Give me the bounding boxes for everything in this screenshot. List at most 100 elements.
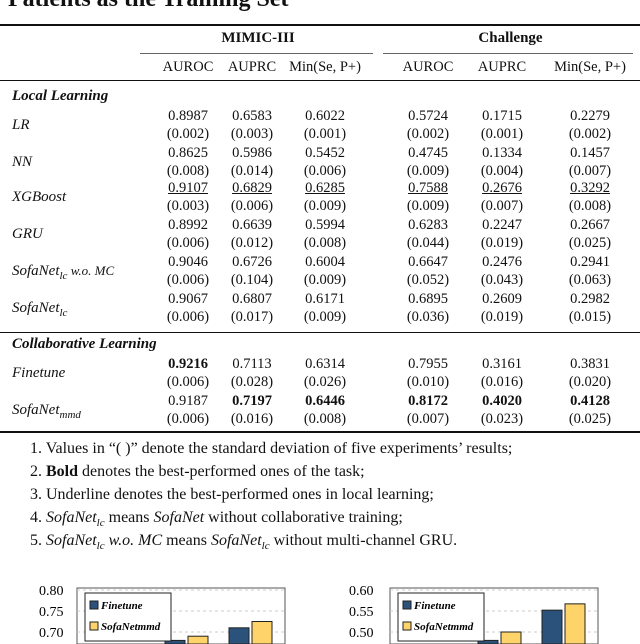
method-subscript: mmd: [59, 409, 81, 421]
mean-value: 0.6807: [232, 291, 272, 307]
mean-value: 0.5724: [408, 108, 448, 124]
section-label: Collaborative Learning: [12, 336, 157, 352]
metric-header: Min(Se, P+): [289, 59, 361, 75]
std-value: (0.025): [568, 411, 612, 427]
bar-finetune: [228, 627, 250, 644]
mean-value: 0.3292: [570, 180, 610, 196]
std-value: (0.014): [230, 163, 274, 179]
mean-value: 0.6446: [305, 393, 345, 409]
mean-value: 0.6314: [305, 356, 345, 372]
metric-header: Min(Se, P+): [554, 59, 626, 75]
mean-value: 0.7588: [408, 180, 448, 196]
legend: [84, 592, 172, 642]
mean-value: 0.9187: [168, 393, 208, 409]
mean-value: 0.2941: [570, 254, 610, 270]
std-value: (0.007): [480, 198, 524, 214]
std-value: (0.043): [480, 272, 524, 288]
std-value: (0.104): [230, 272, 274, 288]
mean-value: 0.4020: [482, 393, 522, 409]
legend-label: SofaNetmmd: [414, 621, 474, 633]
y-tick-label: 0.80: [39, 584, 64, 599]
row-label: SofaNetmmd: [12, 402, 81, 421]
method-subscript: lc: [59, 270, 68, 282]
mean-value: 0.2476: [482, 254, 522, 270]
y-tick-label: 0.75: [39, 605, 64, 620]
mean-value: 0.2982: [570, 291, 610, 307]
method-subscript: lc: [59, 307, 68, 319]
row-label: NN: [12, 154, 32, 171]
mean-value: 0.9067: [168, 291, 208, 307]
mean-value: 0.8987: [168, 108, 208, 124]
mean-value: 0.8992: [168, 217, 208, 233]
mean-value: 0.2609: [482, 291, 522, 307]
mean-value: 0.5986: [232, 145, 272, 161]
std-value: (0.001): [480, 126, 524, 142]
std-value: (0.007): [568, 163, 612, 179]
mean-value: 0.9046: [168, 254, 208, 270]
std-value: (0.006): [166, 235, 210, 251]
y-tick-label: 0.60: [349, 584, 374, 599]
std-value: (0.003): [166, 198, 210, 214]
std-value: (0.008): [303, 411, 347, 427]
metric-header: AUPRC: [227, 59, 277, 75]
std-value: (0.028): [230, 374, 274, 390]
std-value: (0.009): [406, 198, 450, 214]
std-value: (0.063): [568, 272, 612, 288]
mean-value: 0.6004: [305, 254, 345, 270]
bar-finetune: [477, 639, 499, 644]
std-value: (0.012): [230, 235, 274, 251]
mean-value: 0.6895: [408, 291, 448, 307]
bar-finetune: [541, 609, 563, 644]
mean-value: 0.2676: [482, 180, 522, 196]
std-value: (0.025): [568, 235, 612, 251]
mean-value: 0.6639: [232, 217, 272, 233]
legend-swatch: [402, 600, 412, 610]
method-name: LR: [12, 117, 30, 133]
group-rule: [383, 53, 633, 54]
std-value: (0.019): [480, 309, 524, 325]
row-label: Finetune: [12, 365, 65, 382]
table-title: Patients as the Training Set: [8, 0, 288, 13]
y-tick-label: 0.70: [39, 626, 64, 641]
std-value: (0.002): [166, 126, 210, 142]
mean-value: 0.1334: [482, 145, 522, 161]
footnote: 2. Bold denotes the best-performed ones …: [30, 463, 365, 480]
mean-value: 0.7197: [232, 393, 272, 409]
std-value: (0.023): [480, 411, 524, 427]
std-value: (0.003): [230, 126, 274, 142]
bar-sofanetmmd: [187, 635, 209, 644]
std-value: (0.006): [166, 272, 210, 288]
legend-swatch: [402, 621, 412, 631]
bar-sofanetmmd: [564, 603, 586, 644]
mean-value: 0.8625: [168, 145, 208, 161]
std-value: (0.006): [303, 163, 347, 179]
header-rule: [0, 80, 640, 81]
method-name: SofaNet: [12, 300, 60, 316]
section-rule: [0, 332, 640, 333]
mean-value: 0.6022: [305, 108, 345, 124]
footnote: 1. Values in “( )” denote the standard d…: [30, 440, 513, 457]
std-value: (0.020): [568, 374, 612, 390]
mean-value: 0.1715: [482, 108, 522, 124]
std-value: (0.001): [303, 126, 347, 142]
std-value: (0.016): [480, 374, 524, 390]
method-name: Finetune: [12, 365, 66, 381]
mean-value: 0.7955: [408, 356, 448, 372]
std-value: (0.016): [230, 411, 274, 427]
y-tick-label: 0.55: [349, 605, 374, 620]
std-value: (0.015): [568, 309, 612, 325]
footnote: 4. SofaNetlc means SofaNet without colla…: [30, 509, 403, 530]
std-value: (0.052): [406, 272, 450, 288]
top-rule: [0, 24, 640, 26]
mean-value: 0.8172: [408, 393, 448, 409]
metric-header: AUROC: [402, 59, 454, 75]
group-mimic: MIMIC-III: [221, 30, 295, 46]
group-rule: [140, 53, 373, 54]
group-challenge: Challenge: [478, 30, 543, 46]
method-name: GRU: [12, 226, 43, 242]
legend-label: Finetune: [413, 600, 456, 612]
std-value: (0.007): [406, 411, 450, 427]
row-label: SofaNetlc: [12, 300, 67, 319]
row-label: XGBoost: [12, 189, 66, 206]
mean-value: 0.6647: [408, 254, 448, 270]
